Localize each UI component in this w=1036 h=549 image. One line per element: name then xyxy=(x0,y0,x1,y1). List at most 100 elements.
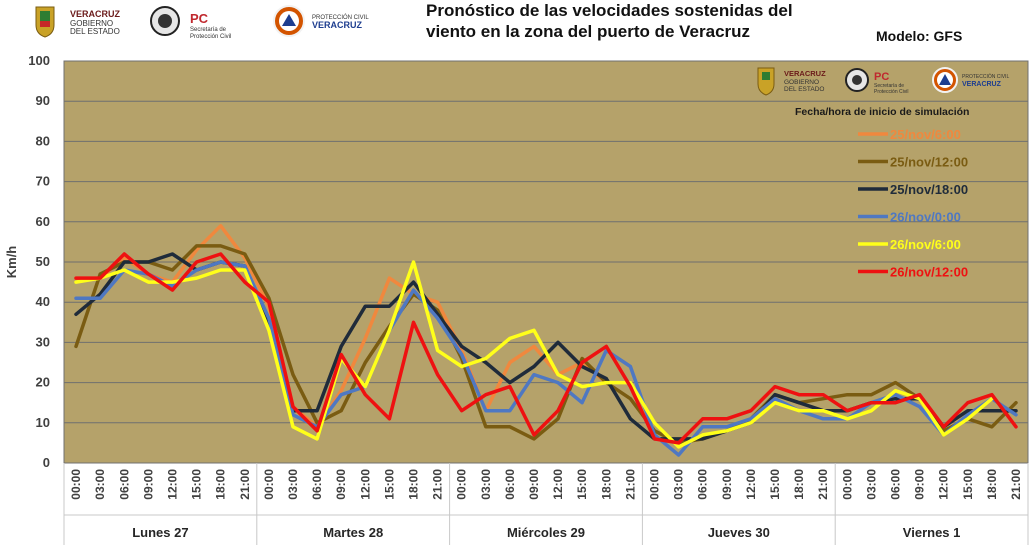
series-line xyxy=(74,260,994,449)
y-tick-label: 100 xyxy=(28,53,50,68)
legend-pc-mark: PC xyxy=(874,71,889,83)
x-tick-label: 18:00 xyxy=(599,469,613,500)
y-tick-label: 60 xyxy=(36,214,50,229)
x-tick-label: 00:00 xyxy=(69,469,83,500)
x-tick-label: 15:00 xyxy=(575,469,589,500)
x-tick-label: 03:00 xyxy=(864,469,878,500)
y-tick-label: 80 xyxy=(36,133,50,148)
series-lines xyxy=(74,224,1018,457)
x-tick-label: 00:00 xyxy=(455,469,469,500)
x-tick-label: 06:00 xyxy=(888,469,902,500)
legend: VERACRUZ GOBIERNO DEL ESTADO PC Secretar… xyxy=(757,67,1009,280)
x-tick-label: 12:00 xyxy=(165,469,179,500)
x-tick-label: 03:00 xyxy=(286,469,300,500)
x-axis: 00:00 03:00 06:00 09:00 12:00 15:00 18:00 21:00… xyxy=(63,463,1029,545)
chart-title-line2: viento en la zona del puerto de Veracruz xyxy=(426,22,750,41)
x-tick-label: 09:00 xyxy=(913,469,927,500)
x-tick-label: 03:00 xyxy=(479,469,493,500)
plot-border xyxy=(63,60,1029,464)
legend-pcv-line2: VERACRUZ xyxy=(962,81,1002,88)
x-tick-label: 15:00 xyxy=(382,469,396,500)
y-tick-label: 10 xyxy=(36,415,50,430)
shield-icon xyxy=(35,6,55,38)
day-label: Jueves 30 xyxy=(708,525,770,540)
y-tick-label: 20 xyxy=(36,375,50,390)
pc-logo: PC Secretaría de Protección Civil xyxy=(150,6,231,40)
x-tick-label: 00:00 xyxy=(647,469,661,500)
shield-icon xyxy=(757,67,775,96)
pc-logo-line1: Secretaría de xyxy=(190,27,227,33)
y-tick-label: 40 xyxy=(36,294,50,309)
x-tick-label: 21:00 xyxy=(1009,469,1023,500)
x-tick-label: 09:00 xyxy=(141,469,155,500)
seal-icon xyxy=(150,6,180,36)
x-tick-label: 12:00 xyxy=(937,469,951,500)
x-tick-label: 09:00 xyxy=(527,469,541,500)
x-tick-label: 06:00 xyxy=(310,469,324,500)
x-tick-label: 03:00 xyxy=(93,469,107,500)
legend-veracruz-line1: VERACRUZ xyxy=(784,69,826,78)
veracruz-logo-line3: DEL ESTADO xyxy=(70,27,120,36)
x-tick-label: 12:00 xyxy=(551,469,565,500)
y-tick-label: 50 xyxy=(36,254,50,269)
x-tick-label: 18:00 xyxy=(792,469,806,500)
x-tick-label: 09:00 xyxy=(720,469,734,500)
legend-veracruz-line2: GOBIERNO xyxy=(784,79,819,86)
legend-label: 26/nov/12:00 xyxy=(890,265,968,280)
x-tick-label: 06:00 xyxy=(696,469,710,500)
y-axis-label: Km/h xyxy=(4,246,19,279)
day-label: Viernes 1 xyxy=(903,525,961,540)
pcv-logo-line2: VERACRUZ xyxy=(312,20,363,30)
legend-label: 25/nov/18:00 xyxy=(890,182,968,197)
chart-title-line1: Pronóstico de las velocidades sostenidas… xyxy=(426,1,793,20)
x-tick-label: 12:00 xyxy=(358,469,372,500)
x-tick-label: 09:00 xyxy=(334,469,348,500)
legend-label: 26/nov/0:00 xyxy=(890,210,961,225)
x-tick-label: 06:00 xyxy=(117,469,131,500)
x-tick-label: 18:00 xyxy=(985,469,999,500)
legend-items: 25/nov/6:00 25/nov/12:00 25/nov/18:00 26/no… xyxy=(858,127,968,280)
veracruz-logo-line2: GOBIERNO xyxy=(70,19,113,28)
pcv-logo: PROTECCIÓN CIVIL VERACRUZ xyxy=(273,5,369,37)
x-tick-label: 03:00 xyxy=(672,469,686,500)
x-tick-label: 18:00 xyxy=(406,469,420,500)
day-label: Miércoles 29 xyxy=(507,525,585,540)
y-tick-label: 70 xyxy=(36,174,50,189)
pc-logo-line2: Protección Civil xyxy=(190,34,231,40)
x-tick-label: 21:00 xyxy=(431,469,445,500)
triangle-badge-icon xyxy=(273,5,305,37)
legend-label: 25/nov/6:00 xyxy=(890,127,961,142)
legend-pc-line2: Protección Civil xyxy=(874,89,908,95)
x-tick-label: 15:00 xyxy=(190,469,204,500)
x-tick-label: 21:00 xyxy=(623,469,637,500)
x-tick-label: 15:00 xyxy=(768,469,782,500)
series-line xyxy=(74,244,1018,445)
legend-title: Fecha/hora de inicio de simulación xyxy=(795,106,969,118)
legend-logos: VERACRUZ GOBIERNO DEL ESTADO PC Secretar… xyxy=(757,67,1009,96)
x-tick-label: 00:00 xyxy=(840,469,854,500)
series-line xyxy=(74,224,609,429)
triangle-badge-icon xyxy=(932,67,958,93)
seal-icon xyxy=(845,68,869,92)
veracruz-logo-line1: VERACRUZ xyxy=(70,9,121,19)
x-tick-label: 06:00 xyxy=(503,469,517,500)
x-tick-label: 00:00 xyxy=(262,469,276,500)
legend-pcv-line1: PROTECCIÓN CIVIL xyxy=(962,73,1009,80)
veracruz-logo: VERACRUZ GOBIERNO DEL ESTADO xyxy=(35,6,121,38)
pc-logo-mark: PC xyxy=(190,11,209,26)
model-label: Modelo: GFS xyxy=(876,28,962,44)
y-tick-label: 30 xyxy=(36,334,50,349)
legend-veracruz-line3: DEL ESTADO xyxy=(784,86,824,93)
x-tick-label: 12:00 xyxy=(744,469,758,500)
x-tick-label: 21:00 xyxy=(816,469,830,500)
x-tick-label: 15:00 xyxy=(961,469,975,500)
legend-label: 25/nov/12:00 xyxy=(890,155,968,170)
day-labels: Lunes 27 Martes 28 Miércoles 29 Jueves 30 Vi… xyxy=(132,525,960,540)
legend-label: 26/nov/6:00 xyxy=(890,237,961,252)
series-line xyxy=(74,252,1018,445)
day-label: Lunes 27 xyxy=(132,525,188,540)
x-tick-label: 21:00 xyxy=(238,469,252,500)
day-label: Martes 28 xyxy=(323,525,383,540)
y-tick-label: 0 xyxy=(43,455,50,470)
